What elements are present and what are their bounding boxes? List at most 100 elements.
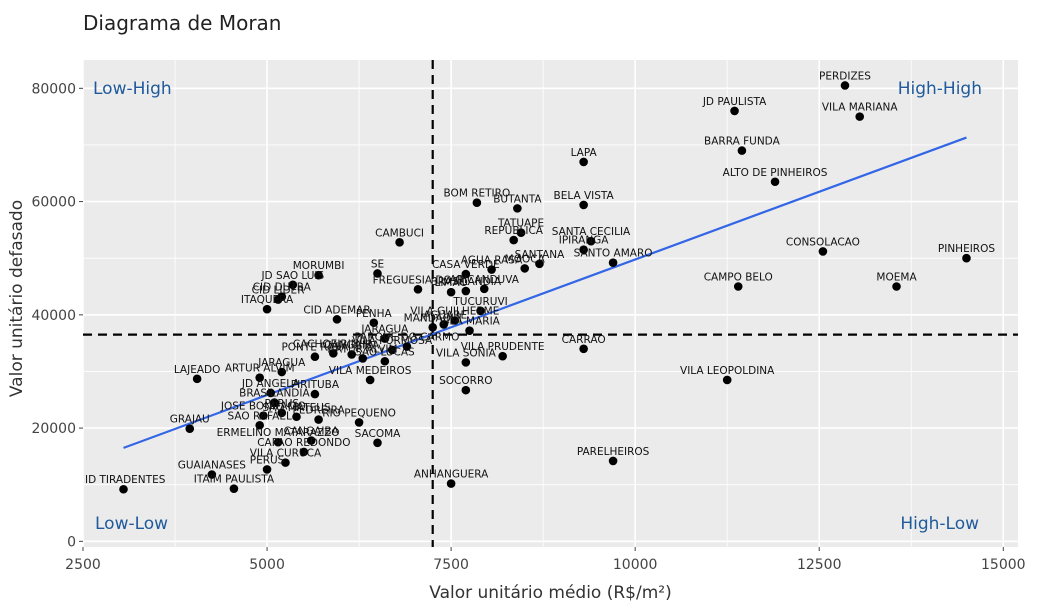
data-points [119, 81, 971, 494]
point-label: VILA GUILHERME [410, 305, 499, 317]
point-label: LAJEADO [174, 364, 221, 376]
point-label: TATUAPE [497, 218, 544, 230]
point-label: ARICANDUVA [450, 274, 520, 286]
point-label: VILA SONIA [436, 347, 497, 359]
point-label: CONSOLACAO [786, 236, 860, 248]
point-label: CID DUTRA [253, 282, 312, 294]
data-point [962, 253, 971, 263]
point-label: ARTUR ALVIM [328, 343, 398, 355]
point-label: MORUMBI [293, 260, 345, 272]
data-point [288, 280, 298, 290]
mean-reference-lines [83, 60, 1018, 547]
trend-line [123, 136, 967, 449]
point-label: CASA VERDE [432, 259, 500, 271]
data-point [520, 264, 530, 273]
data-point [207, 470, 217, 479]
data-point [465, 326, 474, 335]
data-point [446, 287, 456, 297]
point-label: VILA MARIANA [822, 102, 899, 114]
data-point [270, 398, 279, 407]
data-point [310, 389, 320, 399]
data-point [840, 81, 850, 90]
data-point [387, 345, 397, 355]
point-label: BARRA FUNDA [704, 136, 781, 148]
y-axis-title: Valor unitário defasado [7, 200, 27, 397]
data-point [579, 245, 588, 255]
point-label: VILA CURUCA [250, 448, 322, 460]
data-point [818, 247, 828, 256]
data-point [461, 358, 471, 367]
point-label: BRASILANDIA [239, 388, 310, 400]
data-point [229, 484, 239, 493]
point-label: VILA FORMOSA [352, 335, 433, 347]
point-label: MANDAQUI [404, 312, 462, 324]
point-label: SAO LUCAS [355, 346, 415, 358]
point-label: SOCORRO [439, 375, 492, 387]
y-tick-label: 20000 [31, 421, 76, 437]
point-label: JD SAO LUIS [260, 270, 324, 282]
data-point [277, 408, 287, 418]
data-point [192, 374, 202, 384]
point-label: ITAQUERA [241, 294, 294, 306]
point-label: JARAGUA [257, 357, 306, 369]
point-label: JD ANGELA [241, 378, 300, 390]
quadrant-label-high-high: High-High [898, 79, 982, 99]
point-label: ARTUR ALVIM [225, 363, 295, 375]
data-point [461, 269, 471, 279]
x-tick-label: 15000 [981, 557, 1026, 573]
data-point [354, 418, 364, 427]
point-label: SE [371, 258, 384, 270]
point-label: ID TIRADENTES [85, 474, 166, 486]
point-label: TUCURUVI [452, 296, 507, 308]
data-point [373, 438, 382, 448]
point-label: BELA VISTA [554, 190, 615, 202]
y-tick-label: 80000 [31, 81, 76, 97]
data-point [277, 367, 287, 377]
y-tick-label: 60000 [31, 195, 76, 211]
data-point [579, 157, 588, 167]
x-tick-label: 2500 [65, 557, 101, 573]
data-point [579, 344, 588, 354]
point-label: PEDREIRA [293, 405, 346, 417]
point-label: PIRITUBA [291, 379, 340, 391]
point-label: RIO PEQUENO [322, 407, 396, 419]
chart-title: Diagrama de Moran [83, 11, 282, 35]
point-label: PENHA [356, 308, 393, 320]
point-label: MOEMA [876, 272, 917, 284]
point-label: PERUS [250, 454, 285, 466]
point-label: ITAIM PAULISTA [194, 474, 275, 486]
data-point [487, 265, 496, 274]
data-point [395, 238, 404, 247]
point-label: SACOMA [355, 428, 402, 440]
point-label: CAPAO REDONDO [257, 437, 350, 449]
data-point [479, 284, 489, 294]
data-point [262, 304, 272, 314]
data-point [262, 465, 272, 474]
point-label: JAGUARE [419, 309, 467, 321]
x-tick-label: 5000 [249, 557, 285, 573]
data-point [358, 354, 368, 363]
data-point [255, 373, 264, 382]
y-tick-label: 0 [67, 534, 76, 550]
data-point [255, 420, 264, 430]
data-point [516, 228, 526, 238]
data-point [461, 385, 471, 395]
data-point [472, 198, 482, 208]
point-label: PARELHEIROS [577, 446, 650, 458]
data-point [733, 282, 743, 291]
point-label: PERDIZES [819, 70, 871, 82]
point-label: JARAGUA [360, 324, 409, 336]
point-label: REPUBLICA [484, 225, 543, 237]
data-point [855, 112, 865, 121]
data-point [369, 318, 379, 328]
x-tick-labels: 2500 5000 7500 10000 12500 15000 [65, 547, 1026, 573]
point-label: AGUA RASA [461, 255, 523, 267]
point-label: FREGUESIA DO O [373, 274, 464, 286]
point-label: CANGAIBA [284, 426, 340, 438]
data-point [737, 146, 747, 155]
data-point [402, 342, 412, 351]
point-label: CID ADEMAR [303, 304, 370, 316]
point-label: CID LIDER [252, 285, 305, 297]
data-point [446, 479, 456, 488]
